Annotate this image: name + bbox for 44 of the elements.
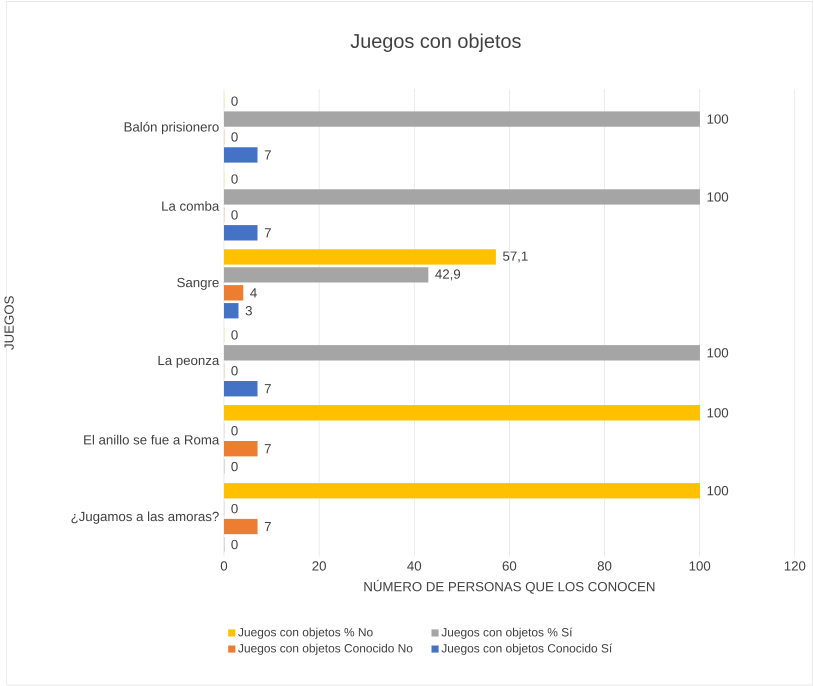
data-label: 0 — [231, 426, 238, 436]
data-label: 7 — [264, 384, 271, 394]
y-tick-label: La comba — [162, 200, 220, 211]
data-label: 0 — [231, 330, 238, 340]
x-tick-label: 80 — [598, 561, 612, 570]
data-label: 100 — [708, 408, 728, 418]
data-label: 100 — [708, 192, 728, 202]
data-label: 0 — [231, 462, 238, 472]
data-label: 0 — [231, 540, 238, 549]
y-tick-label: Sangre — [177, 278, 219, 290]
data-label: 7 — [264, 228, 271, 238]
data-label: 100 — [708, 486, 728, 496]
data-label: 0 — [231, 174, 238, 184]
x-tick-label: 60 — [502, 561, 516, 570]
data-label: 42,9 — [435, 269, 460, 280]
y-tick-label: ¿Jugamos a las amoras? — [71, 511, 219, 524]
data-label: 57,1 — [503, 251, 528, 262]
legend-label: Juegos con objetos % Sí — [441, 627, 572, 639]
x-tick-label: 120 — [784, 561, 806, 570]
x-tick-label: 20 — [312, 561, 326, 570]
data-label: 7 — [264, 444, 271, 454]
y-axis-title: JUEGOS — [4, 296, 14, 350]
x-tick-label: 40 — [407, 561, 422, 570]
y-tick-label: La peonza — [158, 356, 220, 368]
data-label: 0 — [231, 504, 238, 514]
legend-label: Juegos con objetos % No — [238, 627, 373, 639]
data-label: 7 — [264, 522, 271, 531]
data-label: 100 — [708, 348, 728, 358]
data-label: 3 — [246, 306, 252, 316]
x-tick-label: 0 — [220, 561, 228, 570]
data-label: 0 — [231, 210, 238, 220]
x-axis-title: NÚMERO DE PERSONAS QUE LOS CONOCEN — [364, 580, 654, 594]
data-label: 4 — [250, 288, 257, 298]
data-label: 7 — [264, 150, 271, 160]
chart-title: Juegos con objetos — [350, 33, 521, 52]
data-label: 0 — [231, 96, 238, 106]
legend-label: Juegos con objetos Conocido Sí — [441, 643, 612, 655]
legend-label: Juegos con objetos Conocido No — [238, 644, 412, 655]
data-label: 0 — [231, 366, 238, 376]
data-label: 100 — [708, 114, 728, 124]
y-tick-label: Balón prisionero — [124, 122, 219, 134]
x-tick-label: 100 — [690, 561, 710, 570]
y-tick-label: El anillo se fue a Roma — [84, 434, 220, 444]
data-label: 0 — [231, 132, 238, 142]
